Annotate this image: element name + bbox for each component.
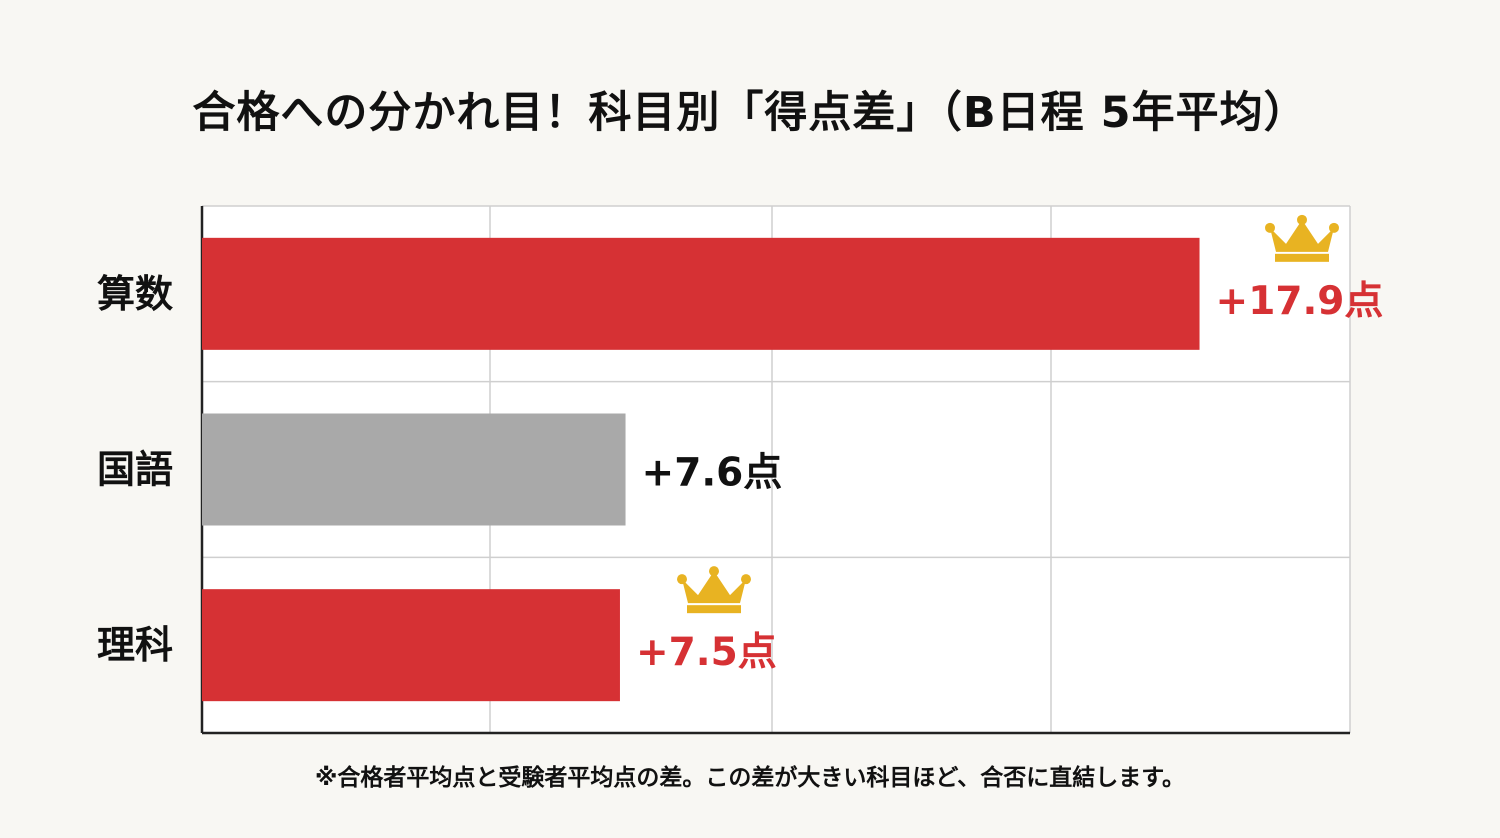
chart-title: 合格への分かれ目！科目別「得点差」（B日程 5年平均） [192, 88, 1308, 138]
crown-icon [1265, 214, 1339, 262]
bar-2 [202, 589, 620, 702]
crown-icon [677, 566, 751, 614]
category-label: 理科 [97, 623, 173, 667]
value-label: +7.6点 [642, 451, 783, 496]
footnote: ※合格者平均点と受験者平均点の差。この差が大きい科目ほど、合否に直結します。 [315, 765, 1185, 791]
category-label: 国語 [97, 448, 173, 492]
category-label: 算数 [97, 272, 173, 316]
value-label: +17.9点 [1216, 279, 1384, 324]
bar-1 [202, 413, 626, 526]
bar-0 [202, 237, 1200, 350]
value-label: +7.5点 [636, 630, 777, 675]
